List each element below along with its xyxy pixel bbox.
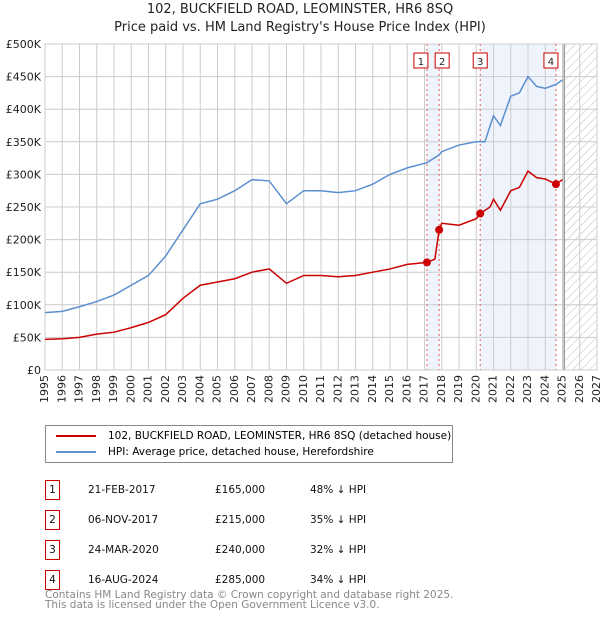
- x-tick-label: 1995: [38, 375, 51, 403]
- footer: Contains HM Land Registry data © Crown c…: [45, 589, 454, 611]
- transaction-marker: 1: [45, 480, 60, 500]
- transaction-date: 21-FEB-2017: [88, 484, 156, 496]
- x-tick-label: 2021: [487, 375, 500, 403]
- transaction-point: [435, 225, 444, 234]
- transaction-hpi: 32% ↓ HPI: [310, 544, 367, 556]
- y-tick-label: £300K: [6, 168, 42, 181]
- legend-label: HPI: Average price, detached house, Here…: [108, 446, 374, 458]
- x-tick-label: 2022: [504, 375, 517, 403]
- transaction-date: 16-AUG-2024: [88, 574, 159, 586]
- x-tick-label: 2016: [400, 375, 413, 403]
- x-tick-label: 2025: [556, 375, 569, 403]
- transaction-marker: 2: [45, 510, 60, 530]
- transaction-marker-label: 3: [477, 57, 483, 68]
- x-tick-label: 2027: [590, 375, 600, 403]
- x-tick-label: 2009: [280, 375, 293, 403]
- x-tick-label: 2004: [193, 375, 206, 403]
- x-tick-label: 2011: [314, 375, 327, 403]
- legend-label: 102, BUCKFIELD ROAD, LEOMINSTER, HR6 8SQ…: [108, 430, 452, 442]
- transaction-point: [476, 209, 485, 218]
- transaction-price: £215,000: [215, 514, 266, 526]
- legend-item-property: 102, BUCKFIELD ROAD, LEOMINSTER, HR6 8SQ…: [56, 428, 451, 444]
- y-tick-label: £100K: [6, 299, 42, 312]
- x-tick-label: 2010: [297, 375, 310, 403]
- x-tick-label: 2013: [349, 375, 362, 403]
- x-tick-label: 2020: [469, 375, 482, 403]
- transaction-point: [551, 180, 560, 189]
- legend-item-hpi: HPI: Average price, detached house, Here…: [56, 444, 374, 460]
- plot-frame: [44, 43, 598, 371]
- x-tick-label: 2007: [245, 375, 258, 403]
- y-tick-label: £500K: [6, 38, 42, 51]
- hpi-line: [44, 75, 563, 314]
- transaction-marker-label: 4: [548, 57, 554, 68]
- legend: 102, BUCKFIELD ROAD, LEOMINSTER, HR6 8SQ…: [45, 425, 453, 463]
- transaction-price: £165,000: [215, 484, 266, 496]
- y-tick-label: £150K: [6, 266, 42, 279]
- chart-subtitle: Price paid vs. HM Land Registry's House …: [114, 20, 486, 35]
- transaction-marker-box: [434, 52, 450, 69]
- transaction-hpi: 48% ↓ HPI: [310, 484, 367, 496]
- x-tick-label: 2006: [228, 375, 241, 403]
- transaction-price: £240,000: [215, 544, 266, 556]
- legend-swatch-blue: [56, 451, 96, 453]
- x-tick-label: 1997: [73, 375, 86, 403]
- x-tick-label: 2023: [521, 375, 534, 403]
- transaction-marker-label: 1: [418, 57, 424, 68]
- property-price-line: [44, 170, 563, 341]
- x-tick-label: 2008: [262, 375, 275, 403]
- footer-line: Contains HM Land Registry data © Crown c…: [45, 589, 454, 601]
- x-tick-label: 1998: [90, 375, 103, 403]
- transaction-date: 06-NOV-2017: [88, 514, 159, 526]
- y-tick-label: £200K: [6, 234, 42, 247]
- x-tick-label: 2026: [573, 375, 586, 403]
- y-tick-label: £0: [27, 364, 41, 377]
- y-tick-label: £50K: [13, 331, 42, 344]
- x-tick-label: 2012: [331, 375, 344, 403]
- x-tick-label: 2005: [211, 375, 224, 403]
- transaction-date: 24-MAR-2020: [88, 544, 159, 556]
- x-tick-label: 2017: [418, 375, 431, 403]
- x-tick-label: 2019: [452, 375, 465, 403]
- legend-swatch-red: [56, 435, 96, 437]
- x-tick-label: 2014: [366, 375, 379, 403]
- transaction-marker-label: 2: [439, 57, 445, 68]
- transaction-marker-box: [543, 52, 559, 69]
- transaction-marker-box: [472, 52, 488, 69]
- x-tick-label: 2015: [383, 375, 396, 403]
- x-tick-label: 2000: [124, 375, 137, 403]
- transaction-hpi: 35% ↓ HPI: [310, 514, 367, 526]
- y-tick-label: £450K: [6, 71, 42, 84]
- transaction-price: £285,000: [215, 574, 266, 586]
- x-tick-label: 2002: [159, 375, 172, 403]
- transaction-marker: 3: [45, 540, 60, 560]
- x-tick-label: 2018: [435, 375, 448, 403]
- y-tick-label: £250K: [6, 201, 42, 214]
- chart-title: 102, BUCKFIELD ROAD, LEOMINSTER, HR6 8SQ: [146, 2, 454, 17]
- y-tick-label: £350K: [6, 136, 42, 149]
- transaction-hpi: 34% ↓ HPI: [310, 574, 367, 586]
- x-tick-label: 1996: [55, 375, 68, 403]
- transaction-marker: 4: [45, 570, 60, 590]
- x-tick-label: 2003: [176, 375, 189, 403]
- transaction-marker-box: [413, 52, 429, 69]
- x-tick-label: 1999: [107, 375, 120, 403]
- transaction-point: [422, 258, 431, 267]
- x-tick-label: 2001: [142, 375, 155, 403]
- x-tick-label: 2024: [538, 375, 551, 403]
- footer-line: This data is licensed under the Open Gov…: [45, 599, 380, 611]
- price-chart: 1995 1996 1997 1998 1999 2000 2001 2002 2003 2004…: [6, 38, 600, 403]
- y-tick-label: £400K: [6, 103, 42, 116]
